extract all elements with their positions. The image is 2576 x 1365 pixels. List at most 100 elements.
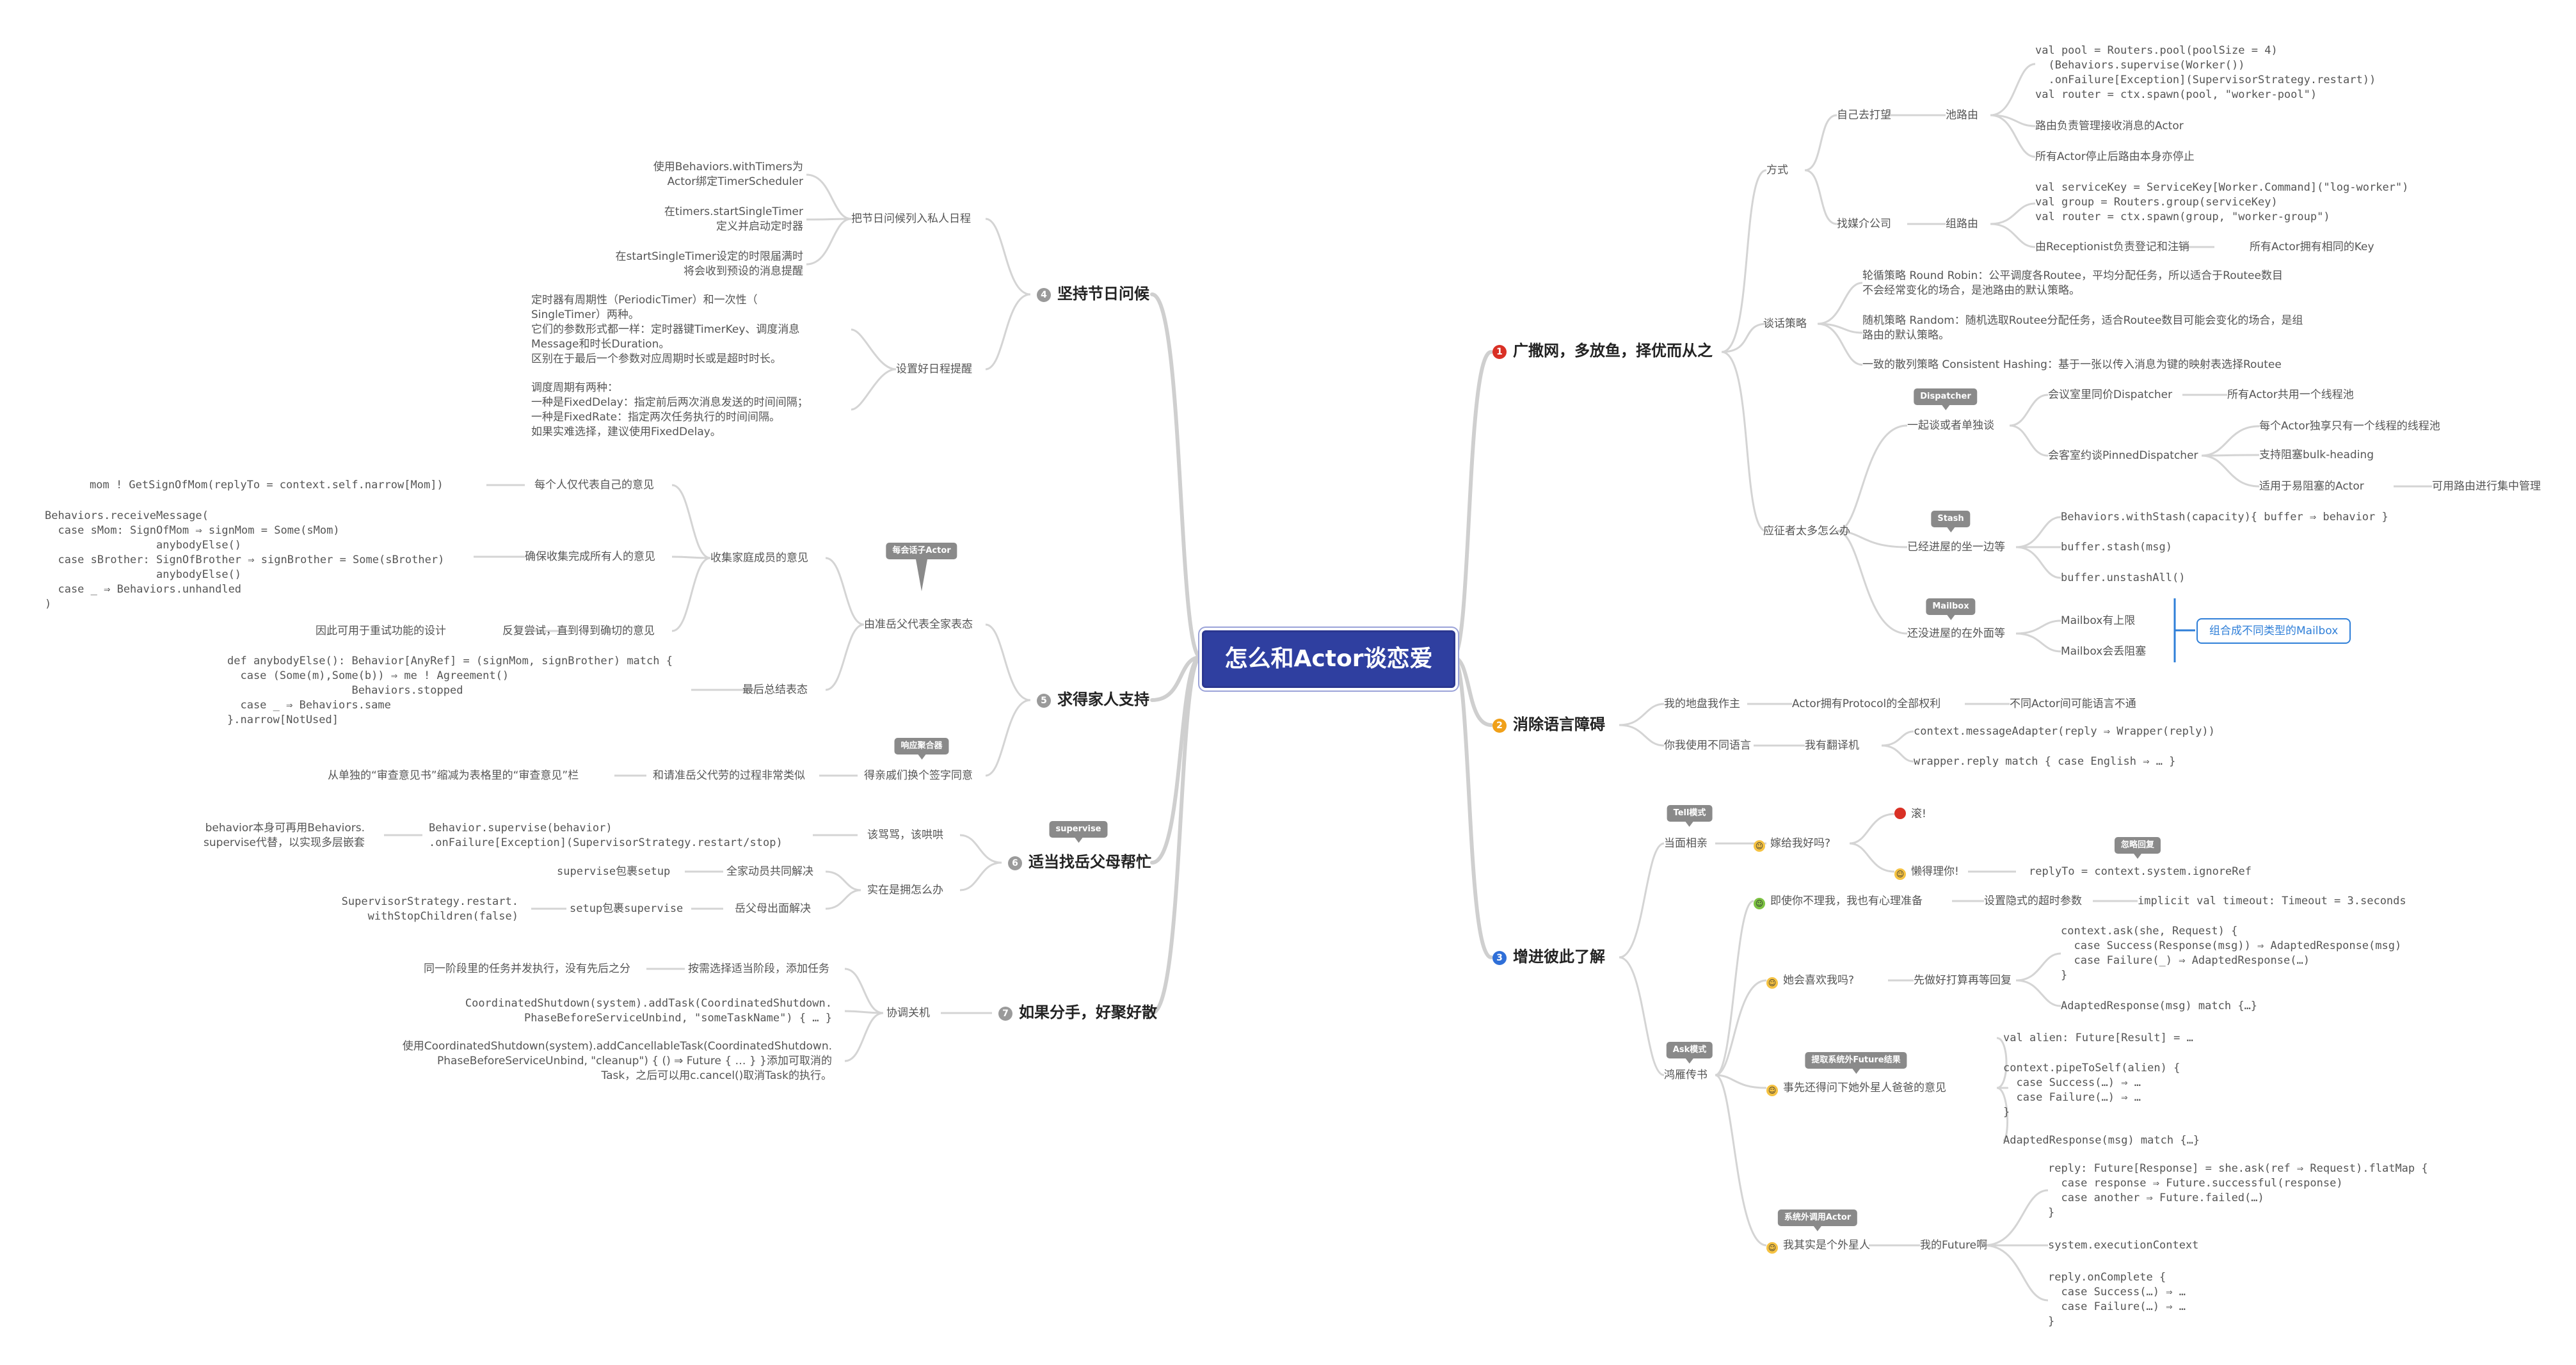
badge-per-session: 每会话子Actor	[886, 543, 957, 559]
node-zuihou[interactable]: 最后总结表态	[742, 683, 808, 696]
node-a1: 使用Behaviors.withTimers为 Actor绑定TimerSche…	[653, 161, 803, 188]
node-youzhun[interactable]: 由准岳父代表全家表态	[864, 618, 973, 631]
node-xihuan[interactable]: ☺ 她会喜欢我吗?	[1766, 973, 1854, 989]
branch-1-title: 广撒网，多放鱼，择优而从之	[1513, 342, 1713, 360]
node-fanfu[interactable]: 反复尝试，直到得到确切的意见	[502, 625, 655, 637]
badge-ignore: 忽略回复	[2114, 837, 2161, 859]
code-queb: Behaviors.receiveMessage( case sMom: Sig…	[45, 509, 445, 611]
node-b1: 定时器有周期性（PeriodicTimer）和一次性（ SingleTimer）…	[531, 294, 800, 365]
badge-ask: Ask模式	[1666, 1042, 1713, 1064]
emoji-face-icon: ☺	[1754, 898, 1765, 909]
node-gai[interactable]: 该骂骂，该哄哄	[867, 829, 943, 842]
node-jia-label: 嫁给我好吗?	[1770, 837, 1831, 850]
node-xian[interactable]: 先做好打算再等回复	[1914, 974, 2012, 987]
node-group-b: 所有Actor拥有相同的Key	[2250, 241, 2374, 253]
node-ziji[interactable]: 自己去打望	[1837, 109, 1891, 122]
code-yue-b: SupervisorStrategy.restart. withStopChil…	[341, 895, 518, 923]
node-random: 随机策略 Random：随机选取Routee分配任务，适合Routee数目可能会…	[1862, 314, 2303, 342]
node-dangmian[interactable]: 当面相亲	[1664, 837, 1708, 850]
node-heqing-a: 从单独的“审查意见书”缩减为表格里的“审查意见”栏	[328, 769, 579, 782]
badge-mailbox: Mailbox	[1926, 598, 1976, 620]
node-quan[interactable]: 全家动员共同解决	[726, 865, 813, 878]
node-queb[interactable]: 确保收集完成所有人的意见	[525, 550, 655, 563]
branch-4-number: 4	[1037, 288, 1051, 302]
node-waixing[interactable]: ☺ 我其实是个外星人	[1766, 1238, 1870, 1254]
node-wode[interactable]: 我的地盘我作主	[1664, 698, 1740, 710]
code-future-c: reply.onComplete { case Success(…) ⇒ … c…	[2048, 1271, 2186, 1328]
node-heqing[interactable]: 和请准岳父代劳的过程非常类似	[653, 769, 805, 782]
node-yue[interactable]: 岳父母出面解决	[735, 902, 811, 915]
code-gai: Behavior.supervise(behavior) .onFailure[…	[429, 822, 783, 849]
node-xietiao[interactable]: 协调关机	[886, 1007, 930, 1019]
branch-3-title: 增进彼此了解	[1513, 948, 1605, 966]
code-mei: mom ! GetSignOfMom(replyTo = context.sel…	[90, 479, 444, 491]
branch-2[interactable]: 2 消除语言障碍	[1492, 715, 1605, 734]
node-a3: 在startSingleTimer设定的时限届满时 将会收到预设的消息提醒	[615, 250, 803, 278]
node-yijing[interactable]: 已经进屋的坐一边等	[1907, 541, 2005, 554]
node-nishi[interactable]: 你我使用不同语言	[1664, 739, 1751, 752]
branch-7[interactable]: 7 如果分手，好聚好散	[998, 1003, 1157, 1022]
node-shixian[interactable]: ☺ 事先还得问下她外星人爸爸的意见	[1766, 1081, 1946, 1096]
node-jieri[interactable]: 把节日问候列入私人日程	[851, 212, 971, 225]
node-shizai[interactable]: 实在是拥怎么办	[867, 884, 943, 897]
node-gai-a: behavior本身可再用Behaviors. supervise代替，以实现多…	[204, 822, 365, 849]
node-yanyan[interactable]: 鸿雁传书	[1664, 1069, 1708, 1082]
badge-stash: Stash	[1931, 511, 1971, 532]
code-stash-b: buffer.stash(msg)	[2061, 541, 2172, 554]
node-lanjie-label: 懒得理你!	[1911, 865, 1959, 878]
node-huike-c2: 可用路由进行集中管理	[2432, 480, 2541, 493]
code-shutdown-a: CoordinatedShutdown(system).addTask(Coor…	[465, 997, 832, 1025]
branch-6[interactable]: 6 适当找岳父母帮忙	[1008, 852, 1151, 872]
node-huike-c: 适用于易阻塞的Actor	[2259, 480, 2364, 493]
node-xihuan-label: 她会喜欢我吗?	[1783, 974, 1855, 987]
node-shezhi[interactable]: 设置好日程提醒	[896, 363, 972, 376]
node-huiyi[interactable]: 会议室里同价Dispatcher	[2048, 388, 2173, 401]
branch-4[interactable]: 4 坚持节日问候	[1037, 284, 1149, 303]
node-fangshi[interactable]: 方式	[1766, 164, 1788, 177]
node-huike[interactable]: 会客室约谈PinnedDispatcher	[2048, 449, 2198, 462]
node-jia[interactable]: ☺ 嫁给我好吗?	[1754, 836, 1830, 852]
code-stash-a: Behaviors.withStash(capacity){ buffer ⇒ …	[2061, 511, 2388, 523]
node-huike-b: 支持阻塞bulk-heading	[2259, 449, 2374, 461]
badge-supervise: supervise	[1049, 821, 1108, 843]
node-anzhao[interactable]: 按需选择适当阶段，添加任务	[688, 962, 829, 975]
node-yingzheng[interactable]: 应征者太多怎么办	[1763, 525, 1850, 538]
node-jishi-label: 即使你不理我，我也有心理准备	[1770, 895, 1923, 907]
node-zulu[interactable]: 组路由	[1946, 218, 1978, 230]
branch-3[interactable]: 3 增进彼此了解	[1492, 947, 1605, 966]
node-fanyi[interactable]: 我有翻译机	[1805, 739, 1859, 752]
badge-dispatcher: Dispatcher	[1914, 388, 1978, 410]
node-jishi-a: 设置隐式的超时参数	[1984, 895, 2082, 907]
node-tanhua[interactable]: 谈话策略	[1763, 317, 1807, 330]
code-pool: val pool = Routers.pool(poolSize = 4) (B…	[2035, 44, 2376, 101]
branch-7-title: 如果分手，好聚好散	[1019, 1003, 1157, 1021]
node-haimei[interactable]: 还没进屋的在外面等	[1907, 627, 2005, 640]
badge-outside: 系统外调用Actor	[1777, 1209, 1858, 1231]
code-alien: context.pipeToSelf(alien) { case Success…	[2003, 1062, 2180, 1119]
code-ask-b: AdaptedResponse(msg) match {…}	[2061, 1000, 2258, 1012]
node-future[interactable]: 我的Future啊	[1920, 1239, 1988, 1252]
node-lanjie[interactable]: ☺ 懒得理你!	[1894, 865, 1959, 880]
node-huike-a: 每个Actor独享只有一个线程的线程池	[2259, 420, 2440, 433]
node-mail-a: Mailbox有上限	[2061, 614, 2136, 627]
root-topic[interactable]: 怎么和Actor谈恋爱	[1202, 630, 1455, 688]
red-dot-icon	[1894, 808, 1906, 819]
emoji-face-icon: ☺	[1766, 1085, 1778, 1096]
branch-1[interactable]: 1 广撒网，多放鱼，择优而从之	[1492, 341, 1713, 360]
node-mei[interactable]: 每个人仅代表自己的意见	[534, 479, 654, 491]
node-dedao[interactable]: 得亲戚们换个签字同意	[864, 769, 973, 782]
node-group-a: 由Receptionist负责登记和注销	[2035, 241, 2189, 253]
code-group: val serviceKey = ServiceKey[Worker.Comma…	[2035, 181, 2409, 223]
branch-1-number: 1	[1492, 345, 1507, 359]
branch-5[interactable]: 5 求得家人支持	[1037, 690, 1149, 709]
node-chilu[interactable]: 池路由	[1946, 109, 1978, 122]
code-shutdown-b: 使用CoordinatedShutdown(system).addCancell…	[402, 1040, 832, 1082]
code-future-b: system.executionContext	[2048, 1239, 2199, 1252]
node-yiqi[interactable]: 一起谈或者单独谈	[1907, 419, 1994, 432]
code-yue: setup包裹supervise	[570, 902, 684, 915]
node-shouji[interactable]: 收集家庭成员的意见	[710, 552, 808, 564]
node-jishi[interactable]: ☺ 即使你不理我，我也有心理准备	[1754, 894, 1923, 909]
node-b2: 调度周期有两种： 一种是FixedDelay：指定前后两次消息发送的时间间隔； …	[531, 381, 808, 438]
node-jieshao[interactable]: 找媒介公司	[1837, 218, 1891, 230]
